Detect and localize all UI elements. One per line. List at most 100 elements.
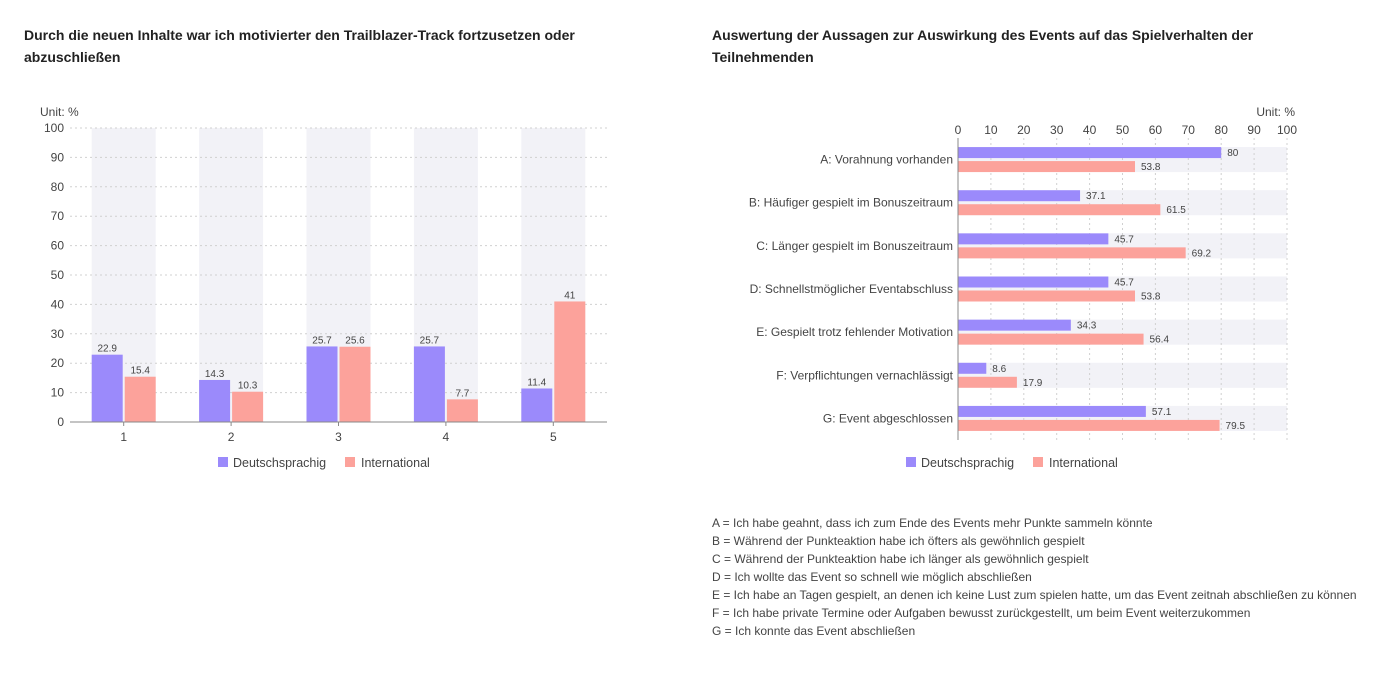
bar-deutsch <box>413 346 445 422</box>
data-label: 15.4 <box>130 366 150 377</box>
bar-international <box>554 301 586 422</box>
bar-international <box>958 290 1136 302</box>
y-tick-label: 30 <box>51 327 65 341</box>
left-chart-title: Durch die neuen Inhalte war ich motivier… <box>24 27 575 65</box>
legend-label-international: International <box>361 456 430 470</box>
data-label: 41 <box>564 290 576 301</box>
right-bar-chart: 0 10 20 30 40 50 60 70 80 90 100 80 53.8 A: Vorahnung… <box>749 123 1297 440</box>
data-label: 45.7 <box>1114 234 1134 245</box>
data-label: 11.4 <box>527 377 546 388</box>
x-tick-label: 50 <box>1116 123 1130 137</box>
data-label: 17.9 <box>1023 378 1043 389</box>
x-tick-label: 70 <box>1182 123 1196 137</box>
data-label: 22.9 <box>97 344 117 355</box>
bar-deutsch <box>958 147 1222 159</box>
data-label: 25.7 <box>312 335 332 346</box>
legend-label-international: International <box>1049 456 1118 470</box>
left-unit-label: Unit: % <box>40 105 79 119</box>
data-label: 14.3 <box>205 369 225 380</box>
bar-international <box>958 376 1017 388</box>
legend-swatch-deutsch <box>218 457 228 467</box>
bar-international <box>958 419 1220 431</box>
legend-swatch-international <box>345 457 355 467</box>
data-label: 8.6 <box>992 364 1006 375</box>
bar-international <box>232 391 264 422</box>
right-unit-label: Unit: % <box>1256 105 1295 119</box>
bar-deutsch <box>958 276 1109 288</box>
y-tick-label: 0 <box>57 415 64 429</box>
y-tick-label: A: Vorahnung vorhanden <box>820 153 953 167</box>
legend-label-deutsch: Deutschsprachig <box>233 456 326 470</box>
y-tick-label: 70 <box>51 209 65 223</box>
x-tick-label: 100 <box>1277 123 1297 137</box>
x-tick-label: 80 <box>1215 123 1229 137</box>
legend-label-deutsch: Deutschsprachig <box>921 456 1014 470</box>
x-tick-label: 1 <box>120 430 127 444</box>
data-label: 53.8 <box>1141 292 1161 303</box>
data-label: 79.5 <box>1226 421 1246 432</box>
bar-deutsch <box>958 319 1071 331</box>
x-tick-label: 5 <box>550 430 557 444</box>
data-label: 25.6 <box>345 336 365 347</box>
data-label: 61.5 <box>1166 205 1186 216</box>
y-tick-label: 100 <box>44 121 64 135</box>
y-tick-label: C: Länger gespielt im Bonuszeitraum <box>756 239 953 253</box>
data-label: 37.1 <box>1086 191 1106 202</box>
data-label: 7.7 <box>455 388 469 399</box>
x-tick-label: 30 <box>1050 123 1064 137</box>
bar-deutsch <box>958 233 1109 245</box>
footnote: D = Ich wollte das Event so schnell wie … <box>712 570 1032 584</box>
left-bar-chart: 0 10 20 30 40 50 60 70 80 90 100 22.9 15.4 1 14.3 10.3 2… <box>44 121 607 444</box>
bar-international <box>339 346 371 422</box>
bar-deutsch <box>199 379 231 422</box>
right-legend: Deutschsprachig International <box>906 456 1118 470</box>
data-label: 80 <box>1227 148 1239 159</box>
footnote: C = Während der Punkteaktion habe ich lä… <box>712 552 1089 566</box>
data-label: 56.4 <box>1150 335 1170 346</box>
legend-swatch-international <box>1033 457 1043 467</box>
x-tick-label: 90 <box>1247 123 1261 137</box>
bar-deutsch <box>521 388 553 422</box>
x-tick-label: 0 <box>955 123 962 137</box>
footnote: B = Während der Punkteaktion habe ich öf… <box>712 534 1085 548</box>
data-label: 25.7 <box>420 335 440 346</box>
y-tick-label: 40 <box>51 297 65 311</box>
footnote: G = Ich konnte das Event abschließen <box>712 624 916 638</box>
bar-international <box>958 333 1144 345</box>
x-tick-label: 40 <box>1083 123 1097 137</box>
y-tick-label: 60 <box>51 239 65 253</box>
footnote: E = Ich habe an Tagen gespielt, an denen… <box>712 588 1357 602</box>
left-legend: Deutschsprachig International <box>218 456 430 470</box>
x-tick-label: 20 <box>1017 123 1031 137</box>
y-tick-label: B: Häufiger gespielt im Bonuszeitraum <box>749 196 953 210</box>
y-tick-label: F: Verpflichtungen vernachlässigt <box>776 368 953 382</box>
bar-international <box>124 376 156 422</box>
data-label: 10.3 <box>238 381 258 392</box>
footnotes: A = Ich habe geahnt, dass ich zum Ende d… <box>712 514 1362 640</box>
y-tick-label: 80 <box>51 180 65 194</box>
bar-deutsch <box>958 362 987 374</box>
footnote: A = Ich habe geahnt, dass ich zum Ende d… <box>712 516 1153 530</box>
y-tick-label: D: Schnellstmöglicher Eventabschluss <box>750 282 953 296</box>
x-tick-label: 3 <box>335 430 342 444</box>
y-tick-label: E: Gespielt trotz fehlender Motivation <box>756 325 953 339</box>
bar-deutsch <box>958 405 1146 417</box>
x-tick-label: 2 <box>228 430 235 444</box>
y-tick-label: 10 <box>51 386 65 400</box>
bar-deutsch <box>91 354 123 422</box>
x-tick-label: 10 <box>984 123 998 137</box>
data-label: 53.8 <box>1141 162 1161 173</box>
bar-international <box>958 204 1161 216</box>
data-label: 45.7 <box>1114 278 1134 289</box>
legend-swatch-deutsch <box>906 457 916 467</box>
right-chart-title: Auswertung der Aussagen zur Auswirkung d… <box>712 27 1254 65</box>
footnote: F = Ich habe private Termine oder Aufgab… <box>712 606 1251 620</box>
bar-deutsch <box>306 346 338 422</box>
y-tick-label: 90 <box>51 150 65 164</box>
data-label: 57.1 <box>1152 407 1172 418</box>
bar-international <box>446 399 478 422</box>
y-tick-label: 20 <box>51 356 65 370</box>
x-tick-label: 4 <box>443 430 450 444</box>
data-label: 69.2 <box>1192 248 1212 259</box>
